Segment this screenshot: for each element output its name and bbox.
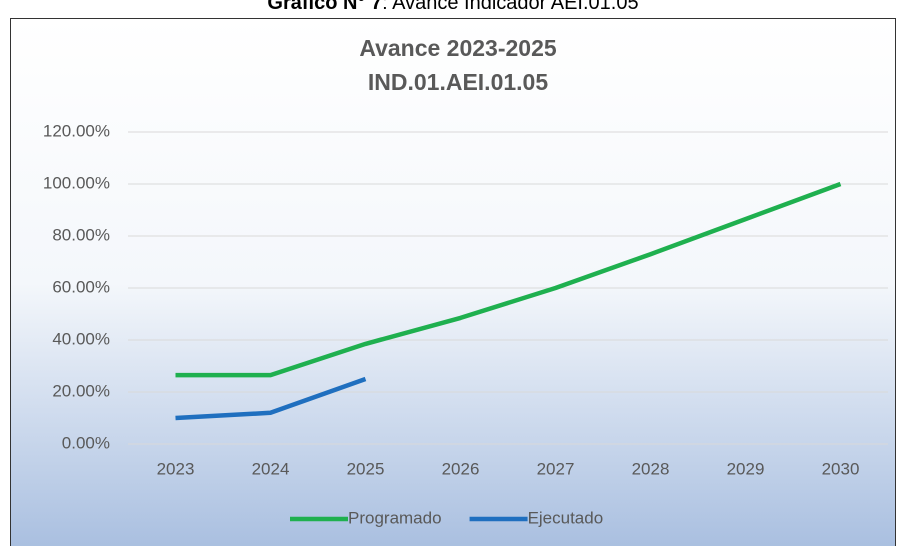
x-tick-label: 2030	[822, 459, 860, 478]
caption-text: : Avance Indicador AEI.01.05	[382, 0, 638, 14]
x-tick-label: 2027	[537, 459, 575, 478]
x-tick-label: 2025	[347, 459, 385, 478]
line	[175, 376, 367, 421]
caption: Gráfico N° 7: Avance Indicador AEI.01.05	[267, 0, 638, 14]
chart-frame	[10, 18, 896, 546]
y-tick-label: 120.00%	[43, 121, 110, 140]
line	[175, 181, 842, 378]
legend-label: Programado	[348, 508, 442, 527]
x-tick-label: 2024	[252, 459, 290, 478]
y-tick-label: 0.00%	[62, 433, 110, 452]
x-tick-label: 2028	[632, 459, 670, 478]
y-tick-label: 80.00%	[52, 225, 110, 244]
x-tick-label: 2023	[157, 459, 195, 478]
y-tick-label: 60.00%	[52, 277, 110, 296]
x-tick-label: 2026	[442, 459, 480, 478]
legend-label: Ejecutado	[528, 508, 604, 527]
chart-title: Avance 2023-2025	[359, 35, 557, 61]
x-tick-label: 2029	[727, 459, 765, 478]
y-tick-label: 40.00%	[52, 329, 110, 348]
caption-label: Gráfico N° 7	[267, 0, 382, 14]
y-tick-label: 100.00%	[43, 173, 110, 192]
y-tick-label: 20.00%	[52, 381, 110, 400]
chart-title: IND.01.AEI.01.05	[368, 69, 548, 95]
